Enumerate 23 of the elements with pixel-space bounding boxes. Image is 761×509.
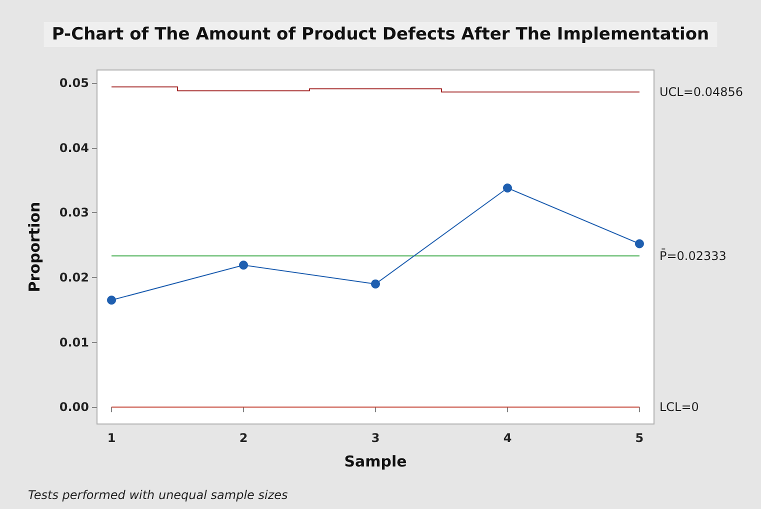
x-axis-title: Sample <box>344 452 407 470</box>
y-tick-label: 0.02 <box>59 270 89 284</box>
point <box>371 279 380 288</box>
y-tick-label: 0.01 <box>59 335 89 350</box>
y-tick-label: 0.05 <box>59 76 89 90</box>
y-tick-label: 0.03 <box>59 206 89 220</box>
x-tick-label: 2 <box>239 431 248 445</box>
ref-line-label: P̄=0.02333 <box>659 248 726 263</box>
point <box>239 260 248 270</box>
chart-title: P-Chart of The Amount of Product Defects After The Implementation <box>52 24 710 44</box>
series-label: UCL=0.04856 <box>659 85 744 100</box>
y-axis-title: Proportion <box>26 202 44 292</box>
y-tick-label: 0.00 <box>59 400 89 414</box>
x-tick-label: 3 <box>371 431 380 445</box>
ref-line-label: LCL=0 <box>659 400 699 414</box>
text: Tests performed with unequal sample sizes <box>28 488 288 502</box>
x-tick-label: 5 <box>635 431 644 445</box>
point <box>107 296 116 305</box>
point <box>634 239 644 248</box>
point <box>503 184 512 192</box>
x-tick-label: 4 <box>503 431 512 445</box>
x-tick-label: 1 <box>107 431 116 445</box>
y-tick-label: 0.04 <box>59 140 89 155</box>
